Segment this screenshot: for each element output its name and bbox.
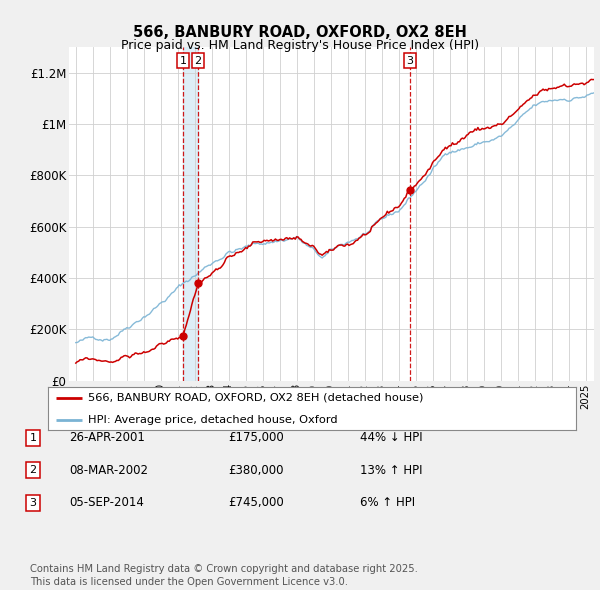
Text: £380,000: £380,000 (228, 464, 284, 477)
Bar (183, 47, 198, 381)
Text: 13% ↑ HPI: 13% ↑ HPI (360, 464, 422, 477)
Text: Contains HM Land Registry data © Crown copyright and database right 2025.
This d: Contains HM Land Registry data © Crown c… (30, 564, 418, 587)
Text: 05-SEP-2014: 05-SEP-2014 (69, 496, 144, 509)
Text: HPI: Average price, detached house, Oxford: HPI: Average price, detached house, Oxfo… (88, 415, 337, 425)
Text: 08-MAR-2002: 08-MAR-2002 (69, 464, 148, 477)
Text: 3: 3 (407, 55, 413, 65)
Text: 3: 3 (29, 498, 37, 507)
Text: £745,000: £745,000 (228, 496, 284, 509)
Text: Price paid vs. HM Land Registry's House Price Index (HPI): Price paid vs. HM Land Registry's House … (121, 39, 479, 52)
Text: 6% ↑ HPI: 6% ↑ HPI (360, 496, 415, 509)
Text: £175,000: £175,000 (228, 431, 284, 444)
Text: 44% ↓ HPI: 44% ↓ HPI (360, 431, 422, 444)
Text: 1: 1 (29, 433, 37, 442)
Text: 566, BANBURY ROAD, OXFORD, OX2 8EH (detached house): 566, BANBURY ROAD, OXFORD, OX2 8EH (deta… (88, 393, 423, 402)
Text: 566, BANBURY ROAD, OXFORD, OX2 8EH: 566, BANBURY ROAD, OXFORD, OX2 8EH (133, 25, 467, 40)
Text: 2: 2 (29, 466, 37, 475)
Text: 1: 1 (179, 55, 187, 65)
Text: 26-APR-2001: 26-APR-2001 (69, 431, 145, 444)
Text: 2: 2 (194, 55, 202, 65)
